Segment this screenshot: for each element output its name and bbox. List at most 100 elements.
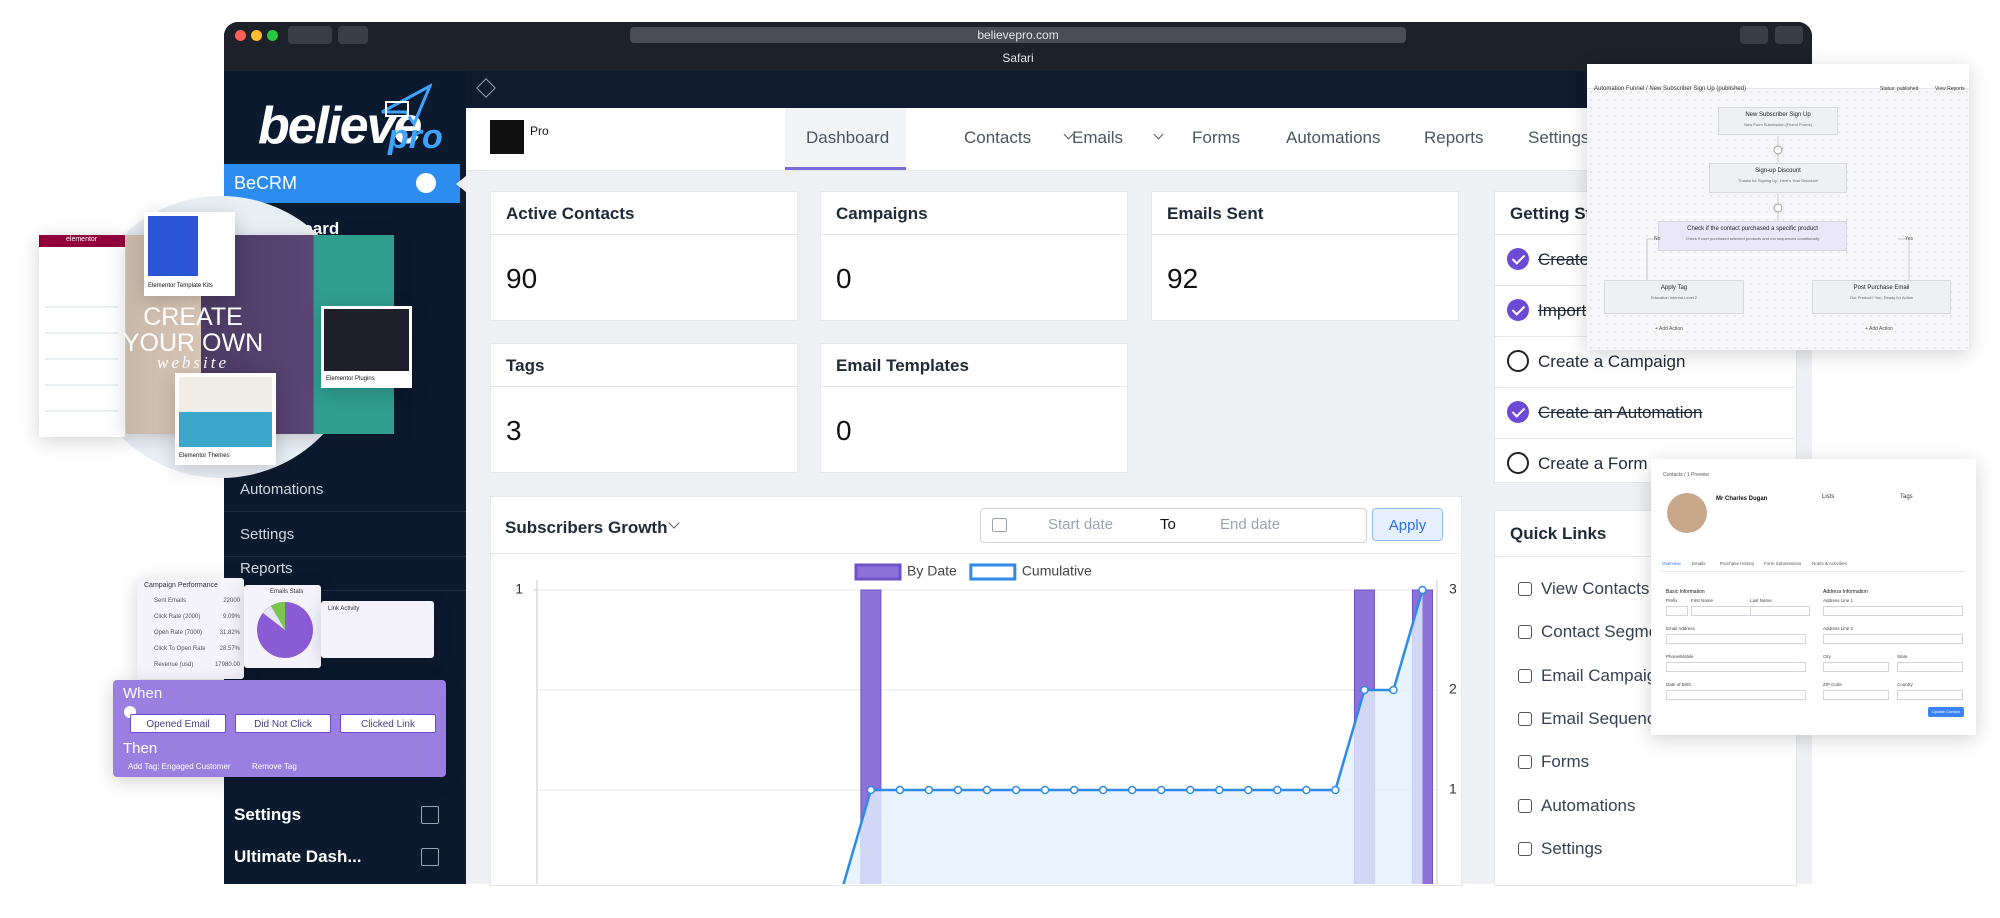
gs-item[interactable]: Create an Automation [1538,403,1703,422]
contact-field-label: Date of Birth [1666,682,1692,687]
plugins-label: Elementor Plugins [326,376,375,382]
gs-check-done[interactable] [1507,299,1529,321]
contact-tab[interactable]: Notes & Activities [1812,561,1847,566]
sidebar-bottom-item[interactable]: Ultimate Dash... [234,847,362,866]
trigger-option[interactable]: Did Not Click [235,714,331,733]
campaign-row: Sent Emails [154,598,187,604]
gs-check-done[interactable] [1507,248,1529,270]
line-point [635,887,642,894]
funnel-node[interactable] [1812,280,1951,314]
contact-field-input[interactable] [1823,662,1889,672]
contact-field-input[interactable] [1823,634,1963,644]
end-date[interactable]: End date [1220,516,1281,533]
contact-tab[interactable]: Emails [1692,561,1706,566]
sidebar-divider [224,590,466,591]
gs-check[interactable] [1507,350,1529,372]
accessibility-icon[interactable] [416,173,436,193]
stat-divider [490,386,798,387]
stat-value: 3 [506,415,522,446]
funnel-node[interactable] [1658,221,1847,251]
tabs-button[interactable] [1775,26,1803,44]
trigger-option[interactable]: Clicked Link [340,714,436,733]
nav-buttons[interactable] [288,26,332,44]
minimize-button[interactable] [251,30,262,41]
contact-field-input[interactable] [1666,606,1688,616]
sidebar-divider [224,556,466,557]
contact-field-input[interactable] [1691,606,1751,616]
contact-field-label: First Name [1691,598,1714,603]
gs-check-done[interactable] [1507,401,1529,423]
sidebar-toggle[interactable] [338,26,368,44]
campaign-value: 28.57% [219,646,240,652]
nav-tab[interactable]: Forms [1192,128,1241,147]
funnel-node[interactable] [1718,107,1838,135]
sidebar-item[interactable]: Reports [240,560,293,577]
apply-button[interactable]: Apply [1372,508,1443,541]
line-point [1244,785,1253,795]
funnel-node-sub: Education Interest Level 2 [1650,295,1698,300]
contact-field-label: ZIP Code [1823,682,1842,687]
funnel-node-title: Check if the contact purchased a specifi… [1687,226,1818,232]
funnel-add-1[interactable]: + Add Action [1655,326,1683,332]
trigger-when: When [123,685,163,702]
sidebar-bottom-item[interactable]: Settings [234,805,302,824]
line-point [722,887,729,894]
url-bar[interactable] [630,27,1406,43]
zoom-button[interactable] [267,30,278,41]
ql-item[interactable]: Contact Segme [1541,622,1659,642]
logo-plane [381,83,432,128]
line-point [664,887,671,894]
date-range[interactable] [980,508,1367,543]
close-button[interactable] [235,30,246,41]
contact-tab[interactable]: Overview [1662,561,1681,566]
contact-field-input[interactable] [1666,634,1806,644]
funnel-node-sub: Check if user purchased selected product… [1685,236,1820,241]
funnel-node[interactable] [1709,163,1847,193]
funnel-add-2[interactable]: + Add Action [1865,326,1893,332]
gs-item[interactable]: Create a Form [1538,454,1648,473]
trigger-option[interactable]: Opened Email [130,714,226,733]
stat-divider [820,234,1128,235]
gs-item[interactable]: Create a Campaign [1538,352,1686,371]
sidebar-item[interactable]: Settings [240,526,295,543]
contact-field-input[interactable] [1666,690,1806,700]
ql-item[interactable]: Email Sequence [1541,708,1665,728]
ql-icon [1518,711,1532,726]
contact-field-label: City [1823,654,1831,659]
contact-field-input[interactable] [1750,606,1810,616]
themes-thumb [179,377,272,447]
nav-tab[interactable]: Emails [1072,128,1124,147]
ql-item[interactable]: Automations [1541,795,1636,815]
ql-item[interactable]: Forms [1541,752,1590,772]
contact-field-input[interactable] [1823,690,1889,700]
contact-update[interactable]: Update Contact [1928,707,1964,717]
campaign-value: 9.09% [222,614,240,620]
campaign-row: Open Rate (7000) [154,630,203,636]
campaign-value: 22000 [223,598,240,604]
contact-field-input[interactable] [1897,690,1963,700]
calendar-icon [992,518,1007,532]
stat-label: Email Templates [836,356,969,375]
nav-tab[interactable]: Automations [1286,128,1381,147]
funnel-node[interactable] [1604,280,1744,314]
ql-item[interactable]: Email Campaign [1541,665,1666,685]
contact-field-label: State [1897,654,1908,659]
contact-tab[interactable]: Form Submissions [1764,561,1802,566]
contact-field-input[interactable] [1823,606,1963,616]
gs-check[interactable] [1507,452,1529,474]
nav-tab[interactable]: Settings [1528,128,1590,147]
contact-field-input[interactable] [1666,662,1806,672]
gs-item[interactable]: Create [1538,250,1590,269]
contact-tab[interactable]: Purchase History [1720,561,1755,566]
start-date[interactable]: Start date [1048,516,1114,533]
ql-item[interactable]: View Contacts [1541,579,1650,598]
gs-divider [1494,387,1795,388]
nav-tab[interactable]: Reports [1424,128,1484,147]
sidebar-item[interactable]: Automations [240,481,324,498]
share-button[interactable] [1740,26,1768,44]
nav-tab[interactable]: Dashboard [806,128,890,147]
contact-field-input[interactable] [1897,662,1963,672]
ql-item[interactable]: Settings [1541,838,1603,858]
gs-item[interactable]: Import [1538,301,1587,320]
nav-tab[interactable]: Contacts [964,128,1032,147]
